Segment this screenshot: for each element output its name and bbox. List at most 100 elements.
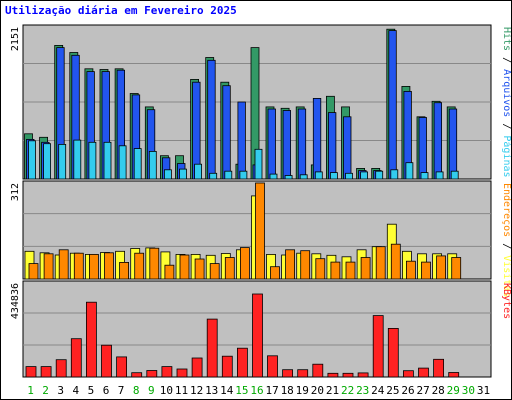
bar-páginas-day-26	[405, 162, 414, 180]
bar-páginas-day-23	[360, 171, 369, 180]
bar-arquivos-day-28	[433, 102, 443, 180]
day-label-9: 9	[148, 384, 155, 397]
bar-páginas-day-9	[148, 150, 157, 180]
bar-kbytes-day-28	[433, 358, 445, 378]
bar-endereços-day-24	[375, 246, 386, 280]
bar-endereços-day-26	[405, 260, 416, 280]
day-label-28: 28	[432, 384, 445, 397]
day-label-10: 10	[160, 384, 173, 397]
axis-max-label: 434836	[10, 283, 21, 319]
bar-páginas-day-19	[299, 174, 308, 180]
day-label-14: 14	[220, 384, 234, 397]
bar-kbytes-day-12	[191, 357, 203, 378]
bar-kbytes-day-21	[327, 372, 339, 378]
bar-endereços-day-4	[73, 252, 84, 280]
day-label-15: 15	[235, 384, 248, 397]
bar-páginas-day-13	[209, 172, 218, 180]
day-label-13: 13	[205, 384, 218, 397]
bar-páginas-day-4	[73, 139, 82, 180]
bar-kbytes-day-22	[342, 372, 354, 378]
bar-endereços-day-29	[451, 257, 462, 280]
bar-kbytes-day-10	[161, 366, 173, 378]
bar-páginas-day-29	[450, 170, 459, 180]
legend-visitas: Visitas	[501, 255, 511, 297]
bar-páginas-day-1	[28, 140, 36, 180]
axis-max-label: 312	[10, 183, 21, 201]
axis-max-label: 2151	[10, 27, 21, 51]
bar-endereços-day-10	[164, 264, 175, 280]
legend: Hits / Arquivos / Páginas	[501, 27, 511, 178]
bar-endereços-day-13	[209, 263, 220, 280]
bar-endereços-day-15	[239, 247, 250, 280]
bar-arquivos-day-17	[267, 108, 276, 180]
bar-endereços-day-22	[345, 261, 356, 280]
day-label-18: 18	[281, 384, 294, 397]
bar-kbytes-day-17	[267, 355, 278, 378]
day-label-19: 19	[296, 384, 309, 397]
day-label-20: 20	[311, 384, 324, 397]
day-label-27: 27	[416, 384, 429, 397]
bar-endereços-day-25	[390, 243, 401, 280]
legend-separator: /	[501, 237, 511, 255]
bar-páginas-day-3	[58, 143, 67, 180]
bar-endereços-day-27	[421, 261, 431, 280]
bar-kbytes-day-15	[236, 347, 248, 378]
bar-endereços-day-3	[58, 249, 69, 280]
bar-kbytes-day-16	[252, 293, 263, 378]
bar-endereços-day-6	[104, 252, 114, 280]
bar-endereços-day-16	[255, 182, 265, 280]
bar-arquivos-day-29	[448, 108, 458, 180]
bar-endereços-day-2	[43, 253, 54, 280]
bar-páginas-day-18	[284, 175, 293, 180]
bar-kbytes-day-3	[55, 359, 67, 378]
legend-separator: /	[501, 51, 511, 69]
legend-hits: Hits	[501, 27, 511, 51]
bar-páginas-day-15	[239, 170, 248, 180]
bar-arquivos-day-21	[327, 112, 337, 180]
bar-endereços-day-28	[436, 255, 447, 280]
legend-endereços: Endereços	[501, 183, 511, 237]
bar-kbytes-day-29	[448, 372, 460, 378]
day-label-23: 23	[356, 384, 369, 397]
chart-title: Utilização diária em Fevereiro 2025	[5, 4, 237, 17]
bar-endereços-day-11	[179, 254, 190, 280]
bar-kbytes-day-11	[176, 368, 188, 378]
bar-endereços-day-18	[285, 249, 296, 280]
bar-kbytes-day-4	[70, 338, 82, 378]
bar-páginas-day-6	[103, 141, 112, 180]
bar-arquivos-day-20	[312, 98, 322, 180]
day-label-17: 17	[265, 384, 278, 397]
bar-páginas-day-22	[345, 172, 353, 180]
day-label-4: 4	[72, 384, 79, 397]
bar-endereços-day-23	[360, 257, 371, 280]
day-label-21: 21	[326, 384, 339, 397]
bar-páginas-day-20	[314, 171, 323, 180]
bar-endereços-day-12	[194, 258, 205, 280]
day-label-24: 24	[371, 384, 385, 397]
legend-arquivos: Arquivos	[501, 69, 511, 117]
bar-kbytes-day-6	[101, 344, 112, 378]
bar-páginas-day-25	[390, 169, 399, 180]
bar-páginas-day-17	[269, 173, 278, 180]
bar-páginas-day-2	[43, 143, 51, 180]
bar-páginas-day-27	[420, 172, 429, 180]
legend-separator: /	[501, 117, 511, 135]
day-label-29: 29	[447, 384, 460, 397]
bar-endereços-day-9	[149, 247, 160, 280]
day-label-22: 22	[341, 384, 354, 397]
kbytes-panel: 434836 KBytes	[10, 280, 511, 378]
bar-kbytes-day-23	[357, 372, 369, 378]
bar-kbytes-day-18	[282, 369, 294, 378]
day-label-8: 8	[133, 384, 140, 397]
bar-páginas-day-10	[163, 169, 172, 180]
bar-kbytes-day-13	[206, 318, 218, 378]
bar-páginas-day-21	[329, 172, 338, 180]
bar-kbytes-day-14	[221, 355, 233, 378]
day-label-16: 16	[250, 384, 263, 397]
day-label-31: 31	[477, 384, 490, 397]
hits-panel: 2151 Hits / Arquivos / Páginas	[10, 24, 511, 180]
day-label-2: 2	[42, 384, 49, 397]
bar-endereços-day-21	[330, 261, 341, 280]
day-label-5: 5	[88, 384, 95, 397]
